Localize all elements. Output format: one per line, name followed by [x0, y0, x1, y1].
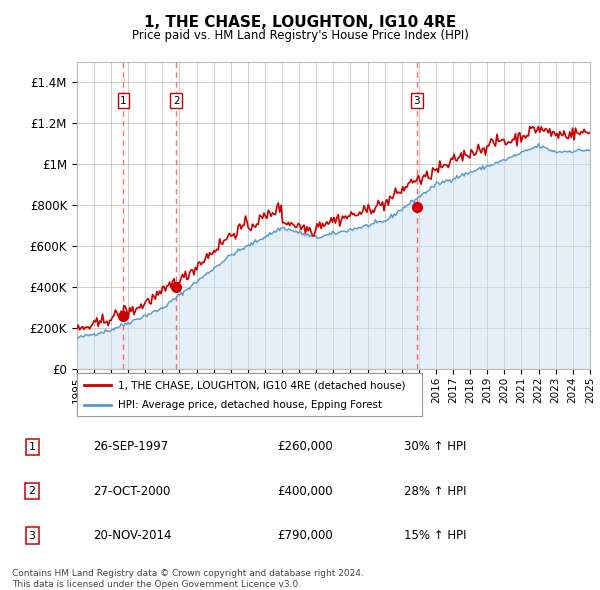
Text: 1, THE CHASE, LOUGHTON, IG10 4RE (detached house): 1, THE CHASE, LOUGHTON, IG10 4RE (detach…	[118, 381, 406, 391]
Text: 1: 1	[29, 442, 35, 452]
Text: Contains HM Land Registry data © Crown copyright and database right 2024.
This d: Contains HM Land Registry data © Crown c…	[12, 569, 364, 589]
Text: 15% ↑ HPI: 15% ↑ HPI	[404, 529, 466, 542]
Text: 27-OCT-2000: 27-OCT-2000	[92, 484, 170, 498]
Text: £260,000: £260,000	[277, 440, 333, 453]
Text: 28% ↑ HPI: 28% ↑ HPI	[404, 484, 466, 498]
Text: 30% ↑ HPI: 30% ↑ HPI	[404, 440, 466, 453]
Text: 3: 3	[29, 530, 35, 540]
Text: £400,000: £400,000	[277, 484, 332, 498]
Text: 1, THE CHASE, LOUGHTON, IG10 4RE: 1, THE CHASE, LOUGHTON, IG10 4RE	[144, 15, 456, 30]
Text: 2: 2	[29, 486, 36, 496]
Text: 2: 2	[173, 96, 179, 106]
Text: 20-NOV-2014: 20-NOV-2014	[92, 529, 171, 542]
Text: £790,000: £790,000	[277, 529, 333, 542]
Text: Price paid vs. HM Land Registry's House Price Index (HPI): Price paid vs. HM Land Registry's House …	[131, 30, 469, 42]
Text: 26-SEP-1997: 26-SEP-1997	[92, 440, 168, 453]
Text: 3: 3	[413, 96, 420, 106]
Text: 1: 1	[120, 96, 127, 106]
Text: HPI: Average price, detached house, Epping Forest: HPI: Average price, detached house, Eppi…	[118, 401, 382, 410]
